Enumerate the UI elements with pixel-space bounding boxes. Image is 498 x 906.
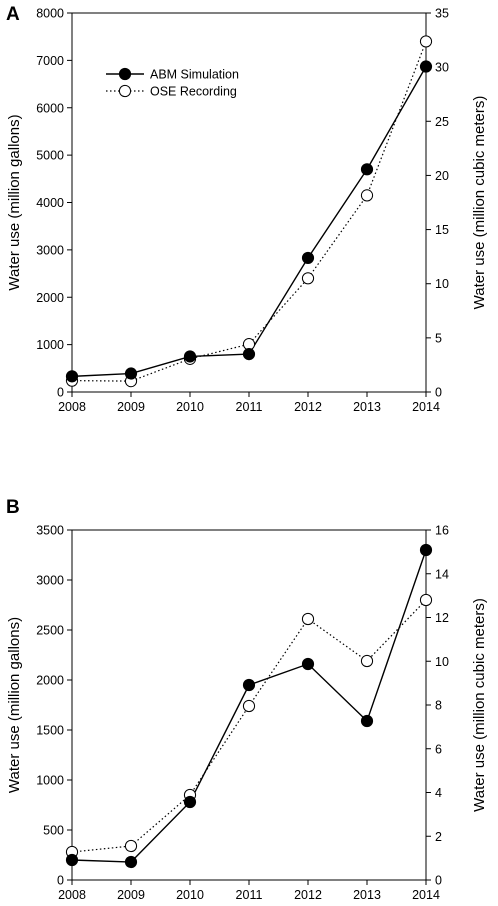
y2-tick-label: 14 [435,567,449,581]
legend: ABM Simulation OSE Recording [106,68,239,99]
y2-tick-label: 8 [435,699,442,713]
y-tick-label: 8000 [36,7,64,21]
series-1-point [183,350,197,363]
y-tick-label: 500 [43,824,64,838]
series-2-point [301,272,315,285]
panel-label: A [6,4,20,25]
y-tick-label: 6000 [36,101,64,115]
y2-tick-label: 10 [435,655,449,669]
y-tick-label: 0 [57,874,64,888]
y2-tick-label: 15 [435,223,449,237]
panel-label: B [6,497,20,518]
series-2-point [360,189,374,202]
series-2-point [419,593,433,607]
series-2-point [301,612,315,626]
x-tick-label: 2008 [58,400,86,414]
y2-axis-title: Water use (million cubic meters) [471,96,488,310]
y2-tick-label: 5 [435,331,442,345]
series-1-point [242,678,256,692]
series-2-point [242,699,256,713]
x-tick-label: 2011 [236,400,263,414]
x-tick-label: 2014 [412,400,440,414]
series-2-point [124,839,138,853]
x-tick-label: 2013 [353,888,381,902]
y-tick-label: 3000 [36,243,64,257]
series-1-point [242,348,256,361]
x-tick-label: 2014 [412,888,440,902]
y2-tick-label: 30 [435,61,449,75]
series-2-point [419,35,433,48]
series-2-point [360,654,374,668]
legend-marker [118,67,132,81]
x-tick-label: 2010 [176,888,204,902]
x-tick-label: 2009 [117,400,145,414]
x-tick-label: 2011 [236,888,263,902]
y-tick-label: 4000 [36,196,64,210]
y-tick-label: 1000 [36,338,64,352]
series-1-point [124,855,138,869]
series-1-point [360,163,374,176]
series-1-point [360,714,374,728]
series-1-point [124,367,138,380]
x-tick-label: 2013 [353,400,381,414]
y2-tick-label: 0 [435,386,442,400]
legend-marker [118,84,132,98]
x-tick-label: 2012 [294,400,322,414]
x-tick-label: 2009 [117,888,145,902]
x-tick-label: 2012 [294,888,322,902]
y2-tick-label: 6 [435,742,442,756]
y2-tick-label: 0 [435,874,442,888]
y-tick-label: 2000 [36,291,64,305]
y2-tick-label: 4 [435,786,442,800]
series-1-point [419,60,433,73]
legend-label: ABM Simulation [150,68,239,82]
series-1-point [301,657,315,671]
y-tick-label: 1500 [36,724,64,738]
y2-axis-title: Water use (million cubic meters) [471,598,488,812]
series-1-point [183,795,197,809]
series-1-point [419,543,433,557]
series-1-point [65,853,79,867]
y2-tick-label: 35 [435,7,449,21]
x-tick-label: 2008 [58,888,86,902]
y2-tick-label: 20 [435,169,449,183]
y-axis-title: Water use (million gallons) [6,617,23,793]
y-tick-label: 2500 [36,624,64,638]
legend-label: OSE Recording [150,85,237,99]
y2-tick-label: 16 [435,524,449,538]
y-tick-label: 5000 [36,149,64,163]
y2-tick-label: 25 [435,115,449,129]
series-1-point [65,370,79,383]
y2-tick-label: 10 [435,277,449,291]
y2-tick-label: 12 [435,611,449,625]
series-line-1 [71,66,427,378]
series-1-point [301,251,315,265]
y-tick-label: 2000 [36,674,64,688]
y-tick-label: 0 [57,386,64,400]
series-line-2 [71,599,427,853]
y-tick-label: 3000 [36,574,64,588]
x-tick-label: 2010 [176,400,204,414]
y-tick-label: 1000 [36,774,64,788]
y-tick-label: 7000 [36,54,64,68]
y2-tick-label: 2 [435,830,442,844]
y-tick-label: 3500 [36,524,64,538]
y-axis-title: Water use (million gallons) [6,114,23,290]
